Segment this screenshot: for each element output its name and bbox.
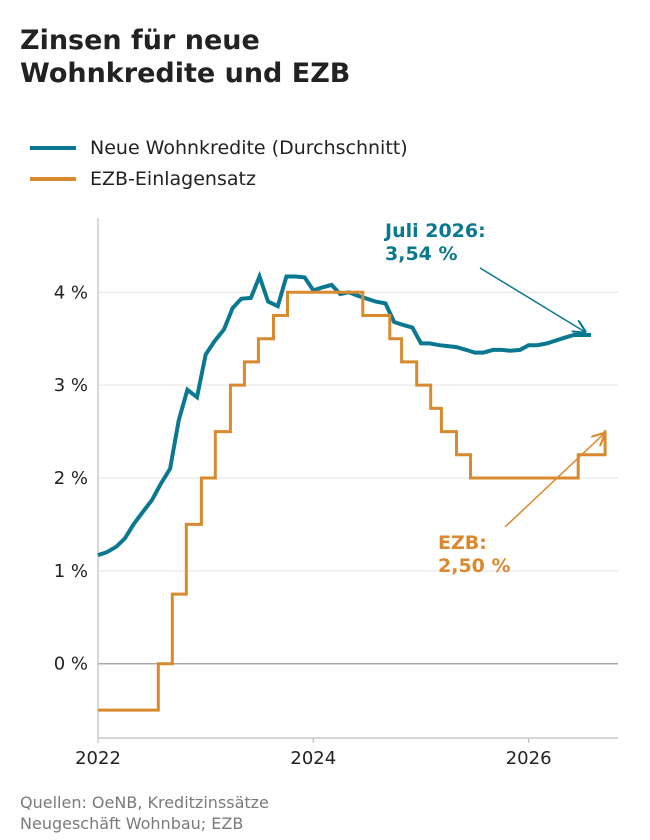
source-note: Quellen: OeNB, Kreditzinssätze Neugeschä…: [20, 792, 269, 834]
legend-swatch-ecb: [30, 176, 76, 181]
legend-label-loans: Neue Wohnkredite (Durchschnitt): [90, 136, 408, 159]
annotation-ecb-value: 2,50 %: [438, 555, 511, 577]
source-line-2: Neugeschäft Wohnbau; EZB: [20, 814, 244, 833]
y-tick-label: 2 %: [54, 468, 88, 489]
legend-item-loans: Neue Wohnkredite (Durchschnitt): [30, 132, 408, 163]
annotation-loans-value: 3,54 %: [385, 243, 458, 265]
annotation-ecb-label: EZB:: [438, 532, 487, 554]
annotation-ecb-arrow: [504, 434, 604, 528]
annotation-loans-label: Juli 2026:: [383, 220, 486, 242]
chart-title: Zinsen für neue Wohnkredite und EZB: [20, 24, 350, 90]
y-tick-label: 0 %: [54, 654, 88, 675]
legend: Neue Wohnkredite (Durchschnitt) EZB-Einl…: [30, 132, 408, 194]
x-tick-label: 2022: [75, 748, 121, 769]
x-tick-label: 2024: [290, 748, 336, 769]
chart-title-line-2: Wohnkredite und EZB: [20, 58, 351, 89]
legend-swatch-loans: [30, 145, 76, 150]
legend-label-ecb: EZB-Einlagensatz: [90, 167, 256, 190]
legend-item-ecb: EZB-Einlagensatz: [30, 163, 408, 194]
line-chart: 0 % 1 % 2 % 3 % 4 % 2022 2024 2026 Juli 2026:3,5…: [54, 218, 618, 769]
y-tick-label: 4 %: [54, 282, 88, 303]
y-tick-label: 3 %: [54, 375, 88, 396]
series-line-ecb: [98, 290, 607, 712]
x-tick-label: 2026: [506, 748, 552, 769]
source-line-1: Quellen: OeNB, Kreditzinssätze: [20, 793, 269, 812]
chart-title-line-1: Zinsen für neue: [20, 25, 260, 56]
series-line-loans: [97, 270, 592, 558]
y-tick-label: 1 %: [54, 561, 88, 582]
annotation-loans-arrow: [479, 267, 585, 332]
